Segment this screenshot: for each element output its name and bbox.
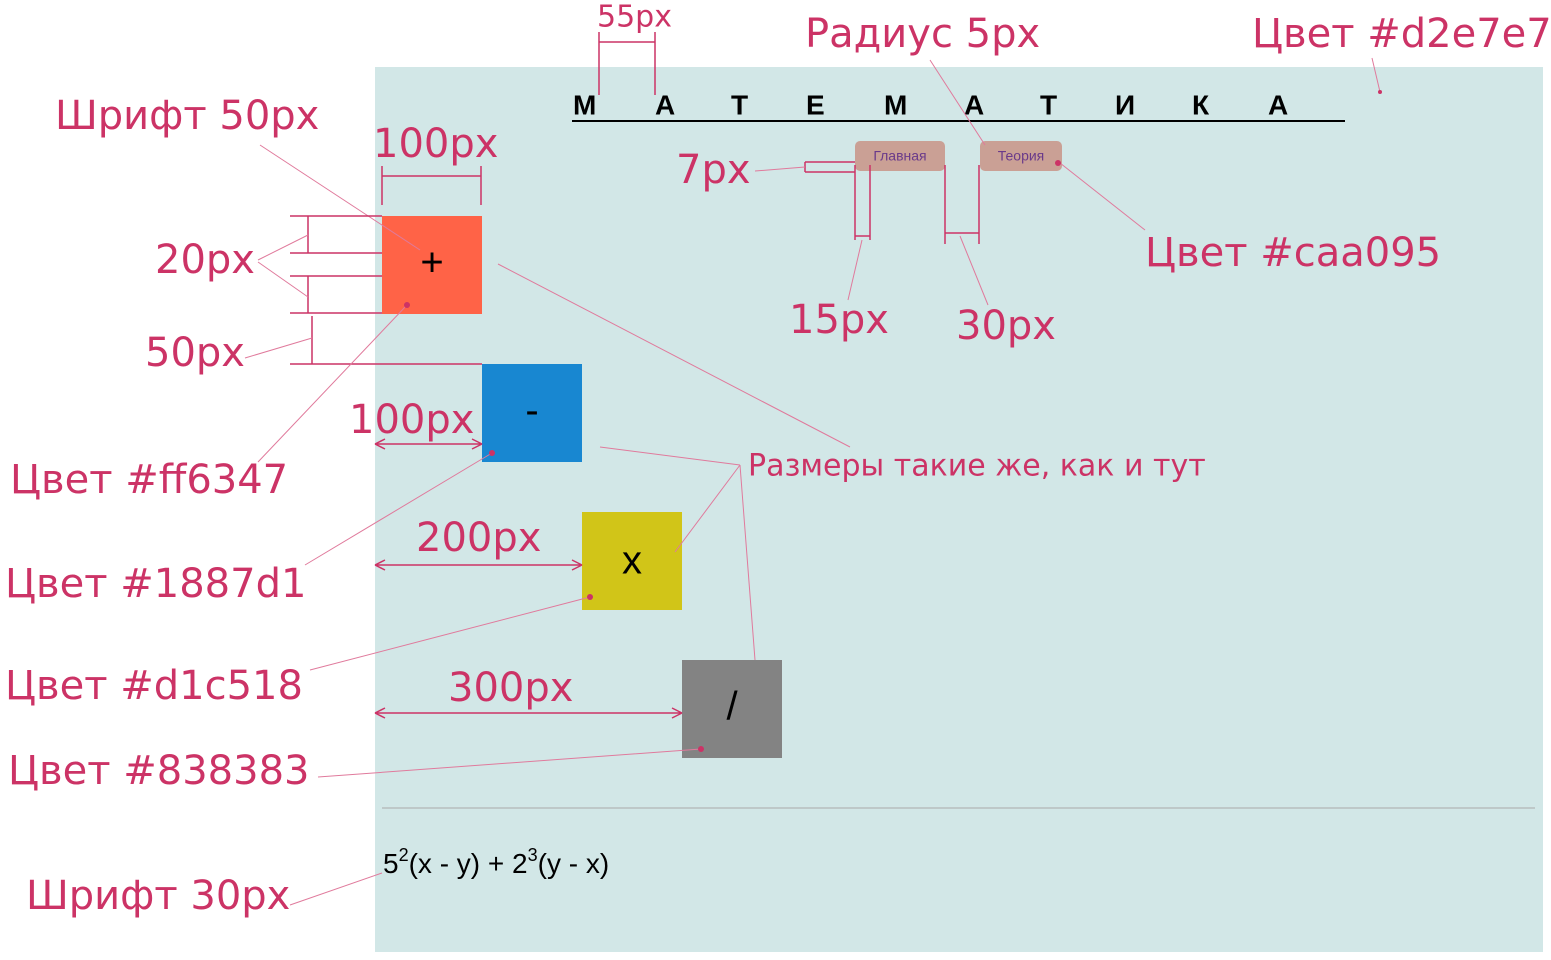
annotation: 100px: [349, 397, 474, 443]
formula-part: (y - x): [538, 848, 610, 879]
dim-line: [854, 165, 980, 244]
title: М А Т Е М А Т И К А: [572, 89, 1345, 122]
annotation: Цвет #d1c518: [5, 663, 303, 709]
main-panel: [375, 67, 1543, 952]
leader: [257, 234, 309, 298]
nav-theory[interactable]: Теория: [980, 141, 1062, 171]
formula-sup: 3: [528, 845, 538, 865]
dot: [1055, 160, 1061, 166]
title-letter: А: [964, 89, 984, 120]
annotation: 50px: [145, 330, 245, 376]
button[interactable]: [582, 512, 682, 610]
leader: [497, 263, 851, 661]
annotation: Размеры такие же, как и тут: [748, 449, 1206, 484]
formula: 52(x - y) + 23(y - x): [383, 845, 609, 880]
title-letter: Т: [1040, 89, 1057, 120]
annotation: 55px: [597, 0, 672, 35]
nav-button[interactable]: [855, 141, 945, 171]
annotation: Цвет #1887d1: [5, 561, 306, 607]
annotation: 7px: [676, 147, 751, 193]
button[interactable]: [482, 364, 582, 462]
title-letter: М: [573, 89, 596, 120]
leader: [847, 235, 989, 306]
annotation: 300px: [448, 665, 573, 711]
nav-home[interactable]: Главная: [855, 141, 945, 171]
btn-div[interactable]: /: [682, 660, 782, 758]
leader: [929, 57, 1381, 146]
btn-plus[interactable]: +: [382, 216, 482, 314]
leader: [1059, 162, 1146, 231]
title-letter: А: [655, 89, 675, 120]
annotation: Радиус 5px: [805, 11, 1040, 57]
leader: [257, 304, 702, 906]
annotation: 30px: [956, 303, 1056, 349]
leader: [754, 166, 806, 172]
title-letter: А: [1268, 89, 1288, 120]
annotation: Шрифт 30px: [26, 873, 290, 919]
title-letter: Е: [806, 89, 825, 120]
title-letter: К: [1192, 89, 1210, 120]
leader: [244, 337, 313, 359]
formula-sup: 2: [399, 845, 409, 865]
title-letter: И: [1115, 89, 1135, 120]
dot: [1378, 90, 1382, 94]
dot: [404, 302, 410, 308]
annotations: 55px Радиус 5px Цвет #d2e7e7 Шрифт 50px …: [5, 0, 1551, 919]
annotation: 20px: [155, 237, 255, 283]
btn-minus[interactable]: -: [482, 364, 582, 462]
dim-line: [598, 32, 656, 95]
annotation: Шрифт 50px: [55, 93, 319, 139]
title-letter: М: [884, 89, 907, 120]
annotation: 100px: [373, 121, 498, 167]
annotation-lines: [244, 32, 1382, 906]
button-label[interactable]: +: [420, 241, 443, 285]
button-label[interactable]: /: [726, 685, 738, 729]
btn-mult[interactable]: x: [582, 512, 682, 610]
dim-line: [290, 215, 382, 314]
annotation: 200px: [416, 515, 541, 561]
button-label[interactable]: x: [622, 539, 642, 583]
dot: [489, 450, 495, 456]
dim-line: [290, 316, 482, 365]
dim-arrow: [374, 707, 683, 719]
dim-arrow: [374, 559, 583, 571]
formula-part: 5: [383, 848, 399, 879]
nav-button[interactable]: [980, 141, 1062, 171]
annotation: Цвет #838383: [8, 748, 309, 794]
dim-arrow: [374, 438, 483, 450]
button[interactable]: [682, 660, 782, 758]
annotation: Цвет #caa095: [1145, 230, 1441, 276]
annotation: Цвет #d2e7e7: [1252, 11, 1551, 57]
button-label[interactable]: -: [525, 389, 538, 433]
formula-part: (x - y) + 2: [409, 848, 528, 879]
button[interactable]: [382, 216, 482, 314]
leader: [259, 144, 421, 251]
dot: [698, 746, 704, 752]
nav-label[interactable]: Главная: [873, 148, 926, 164]
dim-line: [381, 166, 482, 205]
annotation: 15px: [789, 297, 889, 343]
annotation: Цвет #ff6347: [10, 457, 288, 503]
nav-label[interactable]: Теория: [998, 148, 1045, 164]
dot: [587, 594, 593, 600]
title-letter: Т: [731, 89, 748, 120]
